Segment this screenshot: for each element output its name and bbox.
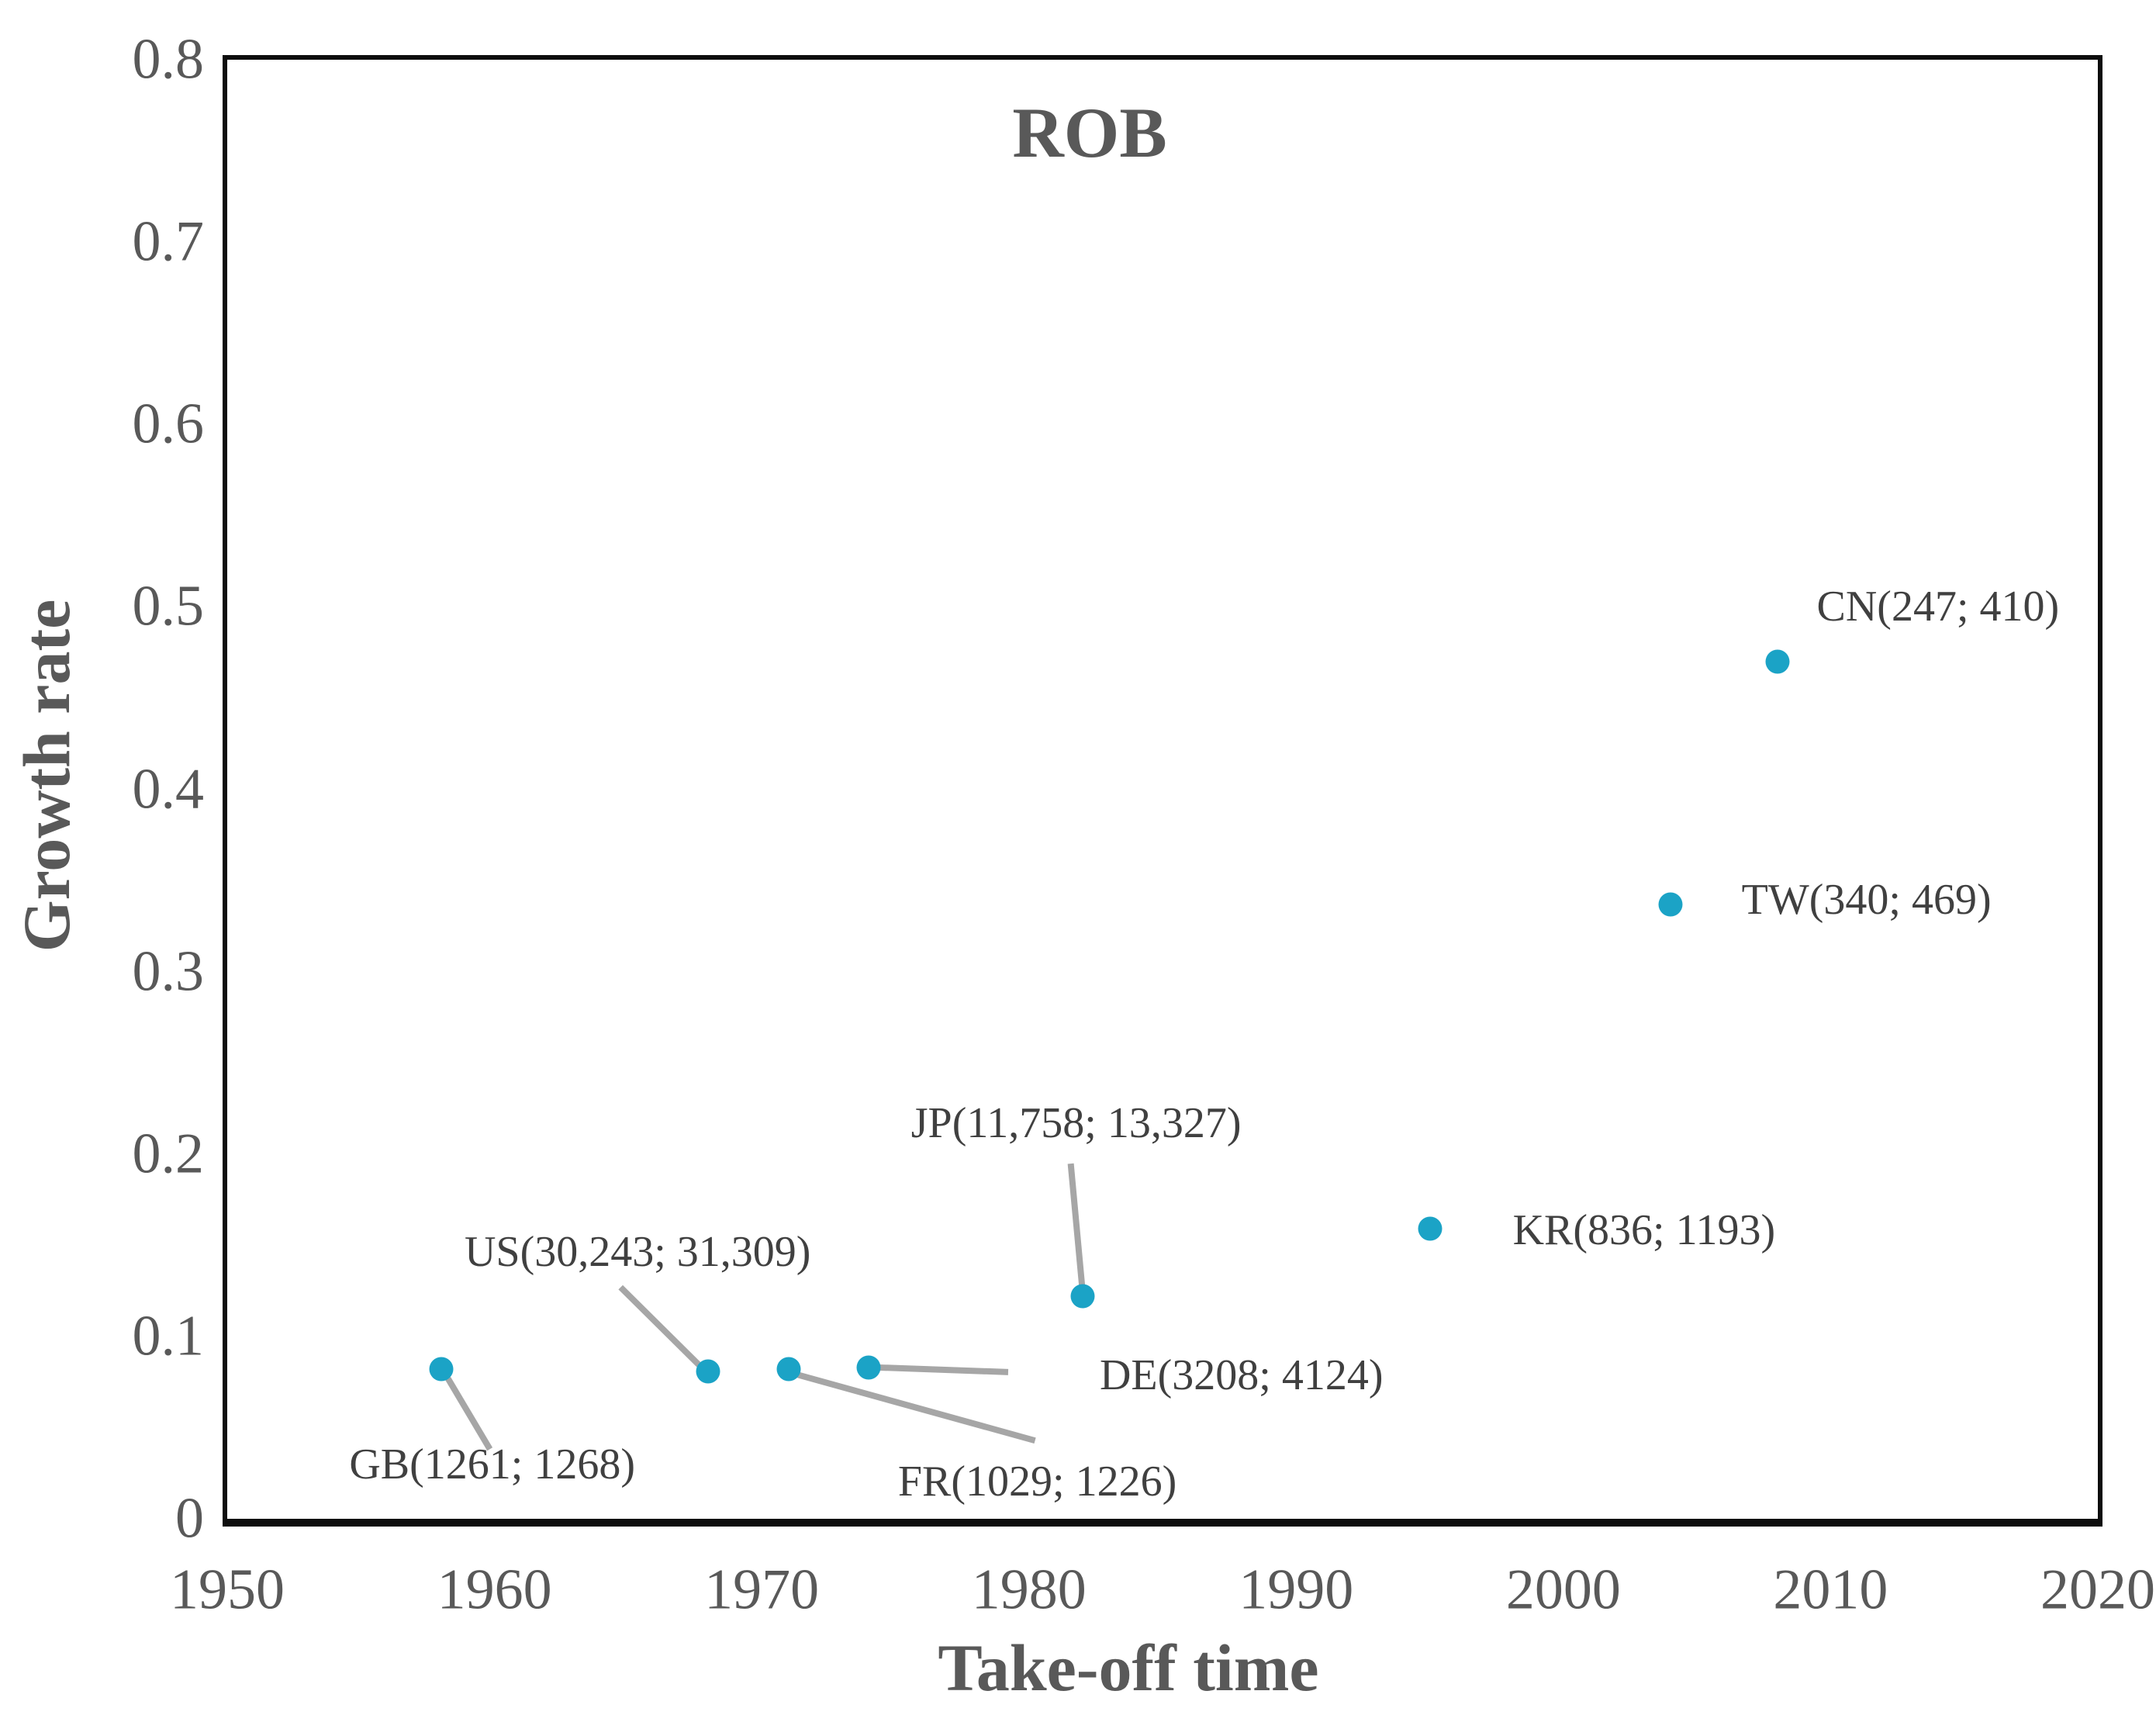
- data-point-us: [696, 1359, 720, 1384]
- x-tick-label-1960: 1960: [437, 1558, 552, 1622]
- data-point-gb: [429, 1357, 454, 1381]
- x-tick-label-1980: 1980: [971, 1558, 1087, 1622]
- data-label-tw: TW(340; 469): [1741, 875, 1992, 924]
- data-label-cn: CN(247; 410): [1816, 582, 2060, 631]
- y-tick-label-0.6: 0.6: [132, 392, 205, 456]
- chart-title: ROB: [1012, 93, 1167, 172]
- data-label-fr: FR(1029; 1226): [897, 1458, 1177, 1506]
- y-tick-label-0.2: 0.2: [132, 1122, 205, 1186]
- data-label-de: DE(3208; 4124): [1099, 1350, 1384, 1399]
- x-tick-label-1950: 1950: [170, 1558, 285, 1622]
- x-tick-label-2000: 2000: [1505, 1558, 1621, 1622]
- data-label-jp: JP(11,758; 13,327): [910, 1099, 1242, 1148]
- x-tick-label-2010: 2010: [1773, 1558, 1888, 1622]
- data-label-kr: KR(836; 1193): [1512, 1206, 1776, 1255]
- data-point-kr: [1418, 1216, 1443, 1241]
- data-point-fr: [776, 1357, 801, 1381]
- plot-area-border: [223, 55, 2102, 1527]
- y-tick-label-0.8: 0.8: [132, 27, 205, 92]
- data-point-cn: [1765, 649, 1789, 674]
- x-tick-label-1970: 1970: [704, 1558, 820, 1622]
- x-tick-label-1990: 1990: [1239, 1558, 1354, 1622]
- x-tick-label-2020: 2020: [2040, 1558, 2155, 1622]
- data-label-us: US(30,243; 31,309): [464, 1227, 811, 1276]
- y-tick-label-0: 0: [175, 1486, 204, 1551]
- data-point-tw: [1658, 892, 1683, 917]
- y-tick-label-0.3: 0.3: [132, 939, 205, 1004]
- data-point-de: [856, 1355, 881, 1380]
- x-axis-title: Take-off time: [938, 1630, 1319, 1705]
- y-tick-label-0.1: 0.1: [132, 1304, 205, 1368]
- data-point-jp: [1070, 1284, 1095, 1309]
- y-tick-label-0.5: 0.5: [132, 574, 205, 638]
- y-tick-label-0.4: 0.4: [132, 757, 205, 821]
- data-label-gb: GB(1261; 1268): [349, 1440, 635, 1489]
- y-tick-label-0.7: 0.7: [132, 209, 205, 274]
